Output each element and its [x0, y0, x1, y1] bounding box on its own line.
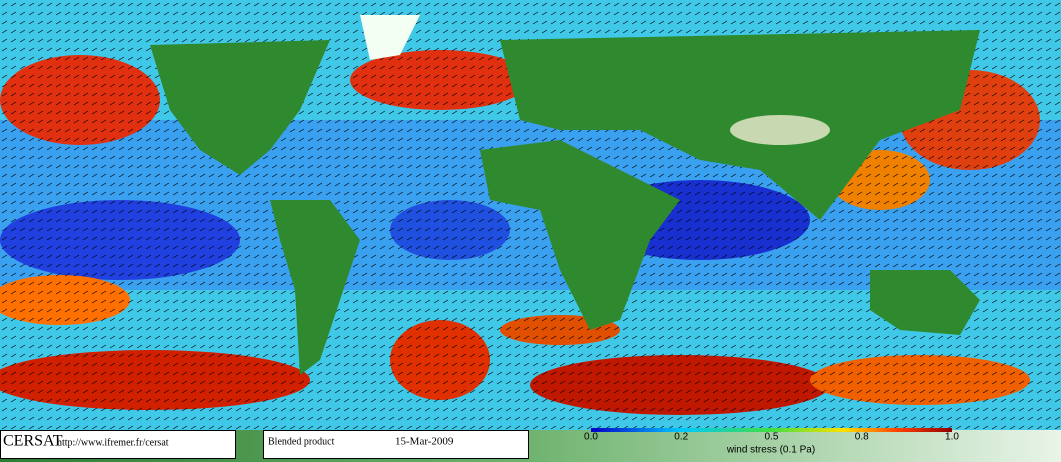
url: http://www.ifremer.fr/cersat	[57, 437, 169, 448]
scale-tick-label: 0.0	[584, 432, 598, 443]
scale-tick-label: 0.5	[765, 432, 779, 443]
product: Blended product	[268, 436, 335, 447]
scale-tick-label: 0.8	[855, 432, 869, 443]
scale-tick-label: 1.0	[945, 432, 959, 443]
footer: CERSAT http://www.ifremer.fr/cersat Blen…	[0, 428, 1061, 462]
logo: CERSAT	[3, 433, 63, 450]
land	[150, 15, 980, 375]
color-scale	[591, 428, 952, 432]
date: 15-Mar-2009	[395, 436, 454, 448]
legend-title: wind stress (0.1 Pa)	[726, 445, 815, 456]
scale-tick-label: 0.2	[674, 432, 688, 443]
